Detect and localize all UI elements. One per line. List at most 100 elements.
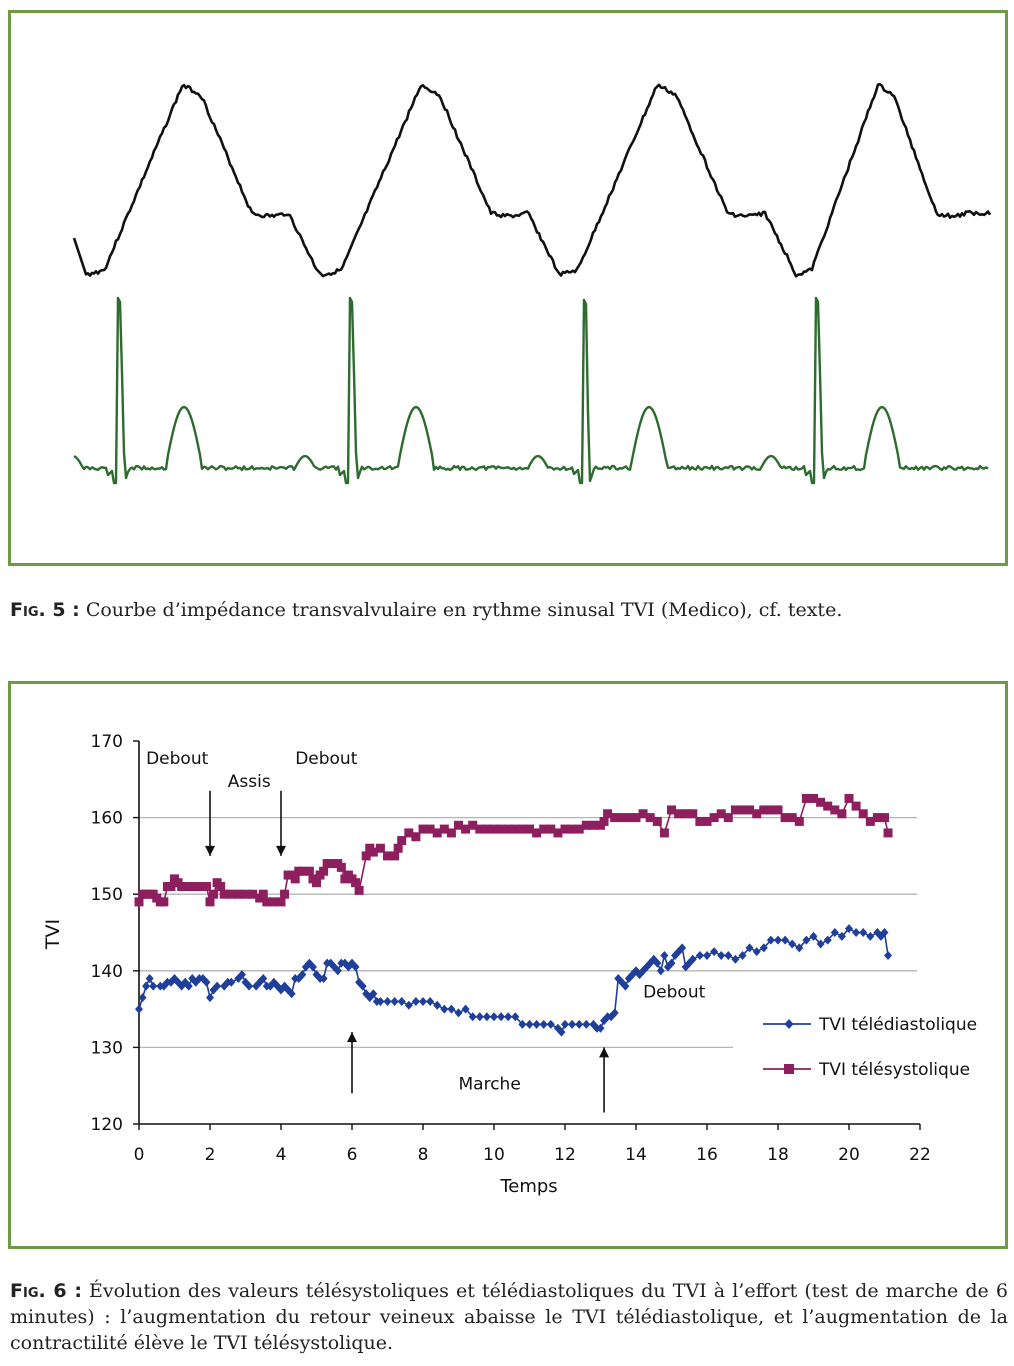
diastolic-data-point: [227, 977, 236, 987]
diastolic-data-point: [468, 1012, 477, 1022]
figure6-panel: TVI Temps 120 130 140 150 160 170 0 2 4 6 8 10 12 14 1…: [8, 681, 1008, 1249]
x-tick-label: 2: [205, 1145, 216, 1165]
figure5-caption-text: Courbe d’impédance transvalvulaire en ry…: [85, 599, 843, 621]
systolic-data-point: [475, 824, 485, 834]
diastolic-data-point: [497, 1012, 506, 1022]
x-tick-label: 8: [418, 1145, 429, 1165]
diastolic-data-point: [333, 966, 342, 976]
diastolic-data-point: [809, 931, 818, 941]
diastolic-data-point: [426, 996, 435, 1006]
diastolic-data-point: [369, 989, 378, 999]
x-axis-label: Temps: [499, 1176, 557, 1197]
systolic-data-point: [553, 828, 563, 838]
systolic-data-point: [830, 805, 840, 815]
diastolic-data-point: [621, 981, 630, 991]
figure6-caption-label: Fig. 6 :: [10, 1280, 82, 1302]
systolic-data-point: [297, 866, 307, 876]
legend-swatch-marker: [784, 1064, 794, 1074]
diastolic-data-point: [355, 977, 364, 987]
diastolic-data-point: [145, 973, 154, 983]
systolic-data-point: [290, 874, 300, 884]
systolic-data-point: [787, 813, 797, 823]
diastolic-data-point: [703, 950, 711, 960]
diastolic-data-point: [656, 966, 665, 976]
diastolic-data-point: [454, 1008, 463, 1018]
systolic-data-point: [375, 843, 385, 853]
systolic-data-point: [393, 843, 403, 853]
diastolic-data-point: [660, 950, 669, 960]
systolic-data-point: [216, 882, 226, 892]
systolic-data-point: [482, 824, 492, 834]
annotation-arrow-head: [599, 1047, 610, 1058]
diastolic-data-point: [390, 996, 399, 1006]
systolic-data-point: [695, 816, 705, 826]
systolic-data-point: [258, 889, 268, 899]
x-tick-label: 6: [347, 1145, 358, 1165]
diastolic-data-point: [557, 1027, 566, 1037]
systolic-data-point: [659, 828, 669, 838]
systolic-data-point: [461, 824, 471, 834]
figure5-panel: [8, 10, 1008, 566]
legend-entry-label: TVI télésystolique: [818, 1060, 970, 1080]
diastolic-data-point: [358, 981, 367, 991]
diastolic-data-point: [859, 928, 868, 937]
systolic-data-point: [432, 828, 442, 838]
y-axis-label: TVI: [42, 919, 64, 950]
diastolic-data-point: [688, 954, 697, 964]
diastolic-data-point: [301, 962, 310, 972]
diastolic-data-point: [259, 973, 268, 983]
diastolic-data-point: [802, 935, 811, 945]
diastolic-data-point: [695, 950, 704, 960]
diastolic-data-point: [234, 973, 243, 983]
diastolic-data-point: [149, 981, 158, 991]
diastolic-data-point: [511, 1012, 520, 1022]
diastolic-data-point: [135, 1004, 143, 1014]
systolic-data-point: [652, 816, 662, 826]
diastolic-data-point: [241, 977, 250, 987]
systolic-data-point: [226, 889, 236, 899]
systolic-data-point: [418, 824, 428, 834]
diastolic-data-point: [667, 958, 676, 968]
diastolic-data-point: [642, 962, 651, 972]
systolic-data-point: [489, 824, 499, 834]
diastolic-data-point: [419, 996, 427, 1006]
diastolic-data-point: [475, 1012, 484, 1022]
systolic-data-point: [269, 897, 279, 907]
diastolic-data-point: [582, 1019, 591, 1029]
chart-annotation: Marche: [459, 1075, 521, 1095]
ecg-trace: [73, 296, 989, 485]
systolic-data-point: [823, 801, 833, 811]
chart-annotation: Debout: [146, 749, 209, 769]
diastolic-data-point: [575, 1019, 584, 1029]
systolic-data-point: [510, 824, 520, 834]
systolic-data-point: [681, 809, 691, 819]
diastolic-data-point: [518, 1019, 527, 1029]
diastolic-data-point: [287, 989, 296, 999]
diastolic-data-point: [731, 954, 740, 964]
diastolic-data-point: [447, 1004, 456, 1014]
figure6-caption: Fig. 6 : Évolution des valeurs télésysto…: [10, 1278, 1008, 1356]
diastolic-data-point: [482, 1012, 491, 1022]
systolic-data-point: [201, 882, 211, 892]
diastolic-data-point: [411, 996, 420, 1006]
diastolic-data-point: [237, 970, 246, 980]
systolic-data-point: [738, 805, 747, 815]
diastolic-data-point: [745, 943, 754, 953]
systolic-data-point: [638, 809, 648, 819]
systolic-data-point: [883, 828, 893, 838]
systolic-data-point: [730, 805, 740, 815]
systolic-data-point: [723, 813, 733, 823]
x-tick-label: 0: [134, 1145, 145, 1165]
diastolic-data-point: [866, 931, 875, 941]
diastolic-data-point: [181, 977, 190, 987]
diastolic-data-point: [504, 1012, 513, 1022]
tvi-line-chart: TVI Temps 120 130 140 150 160 170 0 2 4 6 8 10 12 14 1…: [42, 732, 977, 1197]
diastolic-data-point: [344, 962, 353, 972]
chart-annotation: Assis: [228, 772, 271, 792]
systolic-data-point: [326, 859, 336, 869]
figure5-caption-label: Fig. 5 :: [10, 599, 80, 621]
diastolic-data-point: [202, 977, 211, 987]
diastolic-data-point: [738, 950, 747, 960]
diastolic-data-point: [308, 962, 317, 972]
diastolic-data-point: [788, 939, 797, 949]
